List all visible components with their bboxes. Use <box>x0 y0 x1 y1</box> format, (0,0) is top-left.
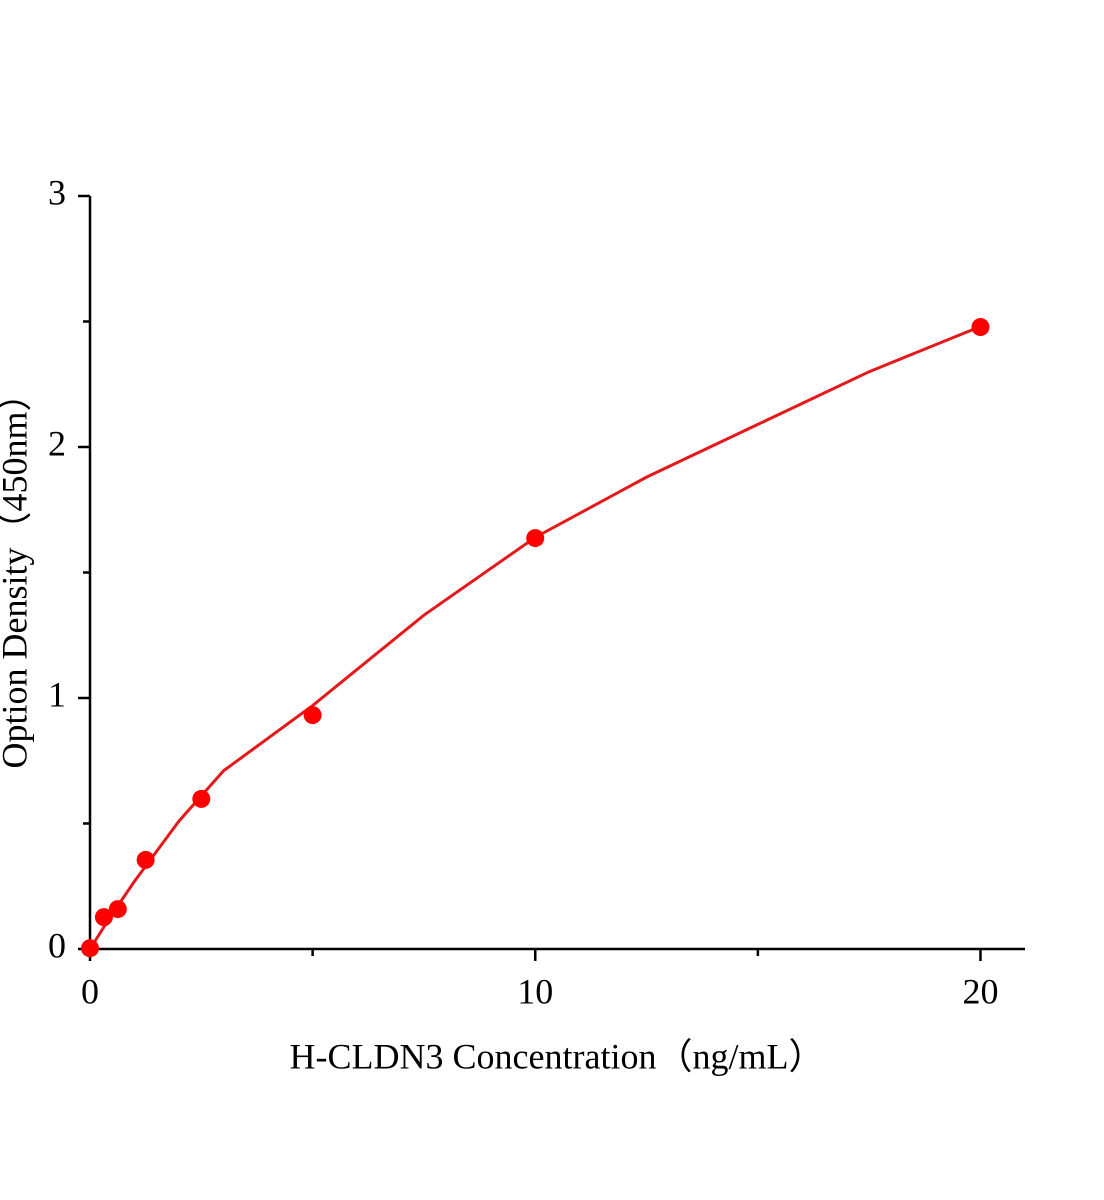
y-tick-label: 3 <box>48 172 66 212</box>
data-point <box>94 908 113 927</box>
data-point <box>192 789 211 808</box>
data-point <box>136 850 155 869</box>
y-axis-label: Option Density（450nm） <box>0 376 34 769</box>
x-tick-label: 0 <box>81 971 99 1011</box>
x-axis-label: H-CLDN3 Concentration（ng/mL） <box>290 1036 825 1076</box>
y-tick-label: 0 <box>48 925 66 965</box>
x-tick-label: 10 <box>517 971 553 1011</box>
fit-curve <box>88 325 982 950</box>
y-tick-label: 2 <box>48 423 66 463</box>
data-point <box>526 529 545 548</box>
data-point <box>971 318 990 337</box>
y-tick-label: 1 <box>48 674 66 714</box>
x-tick-label: 20 <box>962 971 998 1011</box>
data-point <box>81 939 99 958</box>
data-point <box>303 706 322 725</box>
data-point <box>108 900 127 919</box>
